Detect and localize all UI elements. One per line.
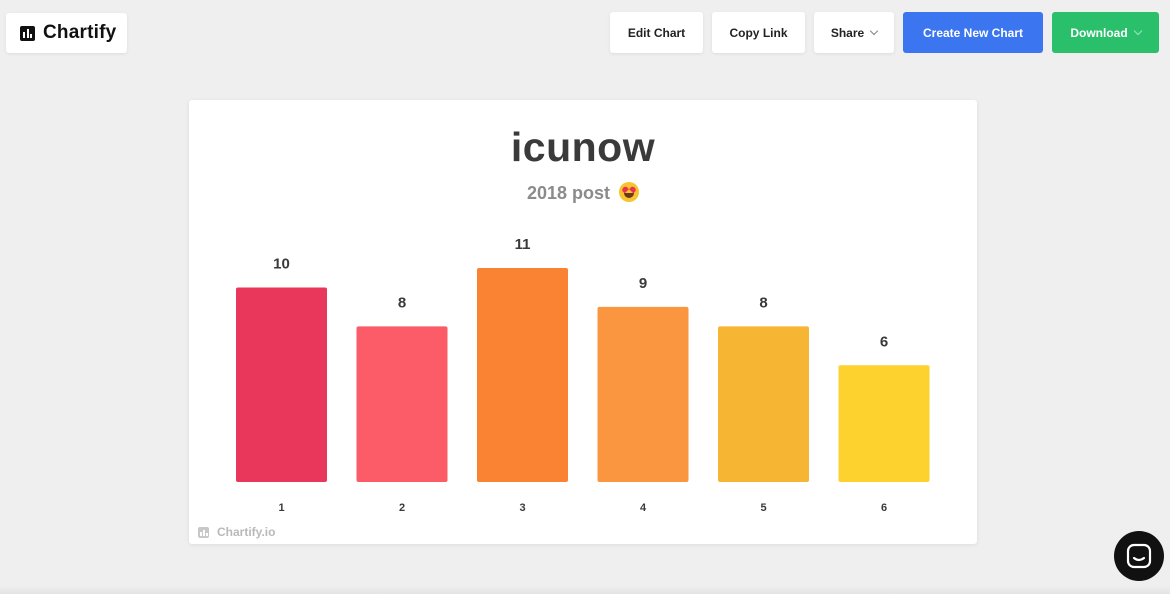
chat-icon: [1126, 543, 1152, 569]
chart-subtitle: 2018 post: [189, 182, 977, 204]
chart-subtitle-text: 2018 post: [526, 183, 611, 203]
bar-2: [356, 326, 448, 482]
bar-1: [236, 287, 327, 482]
create-new-chart-label: Create New Chart: [922, 25, 1024, 40]
chevron-down-icon: [1133, 26, 1142, 35]
bar-chart-icon: [198, 526, 209, 538]
bar-value-label: 6: [880, 333, 888, 350]
share-button[interactable]: Share: [814, 12, 894, 53]
watermark-text: Chartify.io: [217, 525, 276, 539]
x-tick-label: 6: [881, 502, 887, 514]
bottom-edge: [0, 586, 1170, 594]
chevron-down-icon: [869, 26, 879, 35]
chat-launcher-button[interactable]: [1114, 531, 1164, 581]
bar-value-label: 8: [759, 294, 767, 311]
heart-eyes-emoji-icon: [619, 182, 640, 202]
bar-6: [838, 365, 930, 482]
copy-link-button[interactable]: Copy Link: [712, 12, 805, 53]
edit-chart-label: Edit Chart: [627, 25, 686, 40]
chartify-logo[interactable]: Chartify: [6, 13, 127, 53]
bar-chart-icon: [20, 25, 35, 41]
bar-3: [477, 268, 568, 482]
bar-value-label: 10: [273, 255, 290, 272]
edit-chart-button[interactable]: Edit Chart: [610, 12, 703, 53]
create-new-chart-button[interactable]: Create New Chart: [903, 12, 1043, 53]
download-label: Download: [1070, 25, 1128, 40]
copy-link-label: Copy Link: [729, 25, 788, 40]
brand-name: Chartify: [43, 22, 117, 43]
bar-value-label: 8: [398, 294, 406, 311]
x-tick-label: 3: [519, 502, 525, 514]
bar-4: [597, 306, 689, 482]
bar-value-label: 9: [639, 275, 647, 292]
chart-card: 10 1 8 2 11 3 9 4 8 5 6 6 icunow 2018 post Chartify…: [189, 100, 977, 544]
share-label: Share: [830, 25, 865, 40]
x-tick-label: 5: [760, 502, 766, 514]
x-tick-label: 2: [399, 502, 405, 514]
x-tick-label: 1: [278, 502, 284, 514]
bar-chart: 10 1 8 2 11 3 9 4 8 5 6 6: [236, 236, 930, 514]
bar-value-label: 11: [515, 236, 531, 253]
bar-5: [718, 326, 809, 482]
download-button[interactable]: Download: [1052, 12, 1159, 53]
chart-title: icunow: [510, 124, 656, 170]
toolbar: Edit Chart Copy Link Share Create New Ch…: [610, 12, 1159, 53]
x-tick-label: 4: [640, 502, 647, 514]
watermark[interactable]: Chartify.io: [198, 525, 275, 539]
